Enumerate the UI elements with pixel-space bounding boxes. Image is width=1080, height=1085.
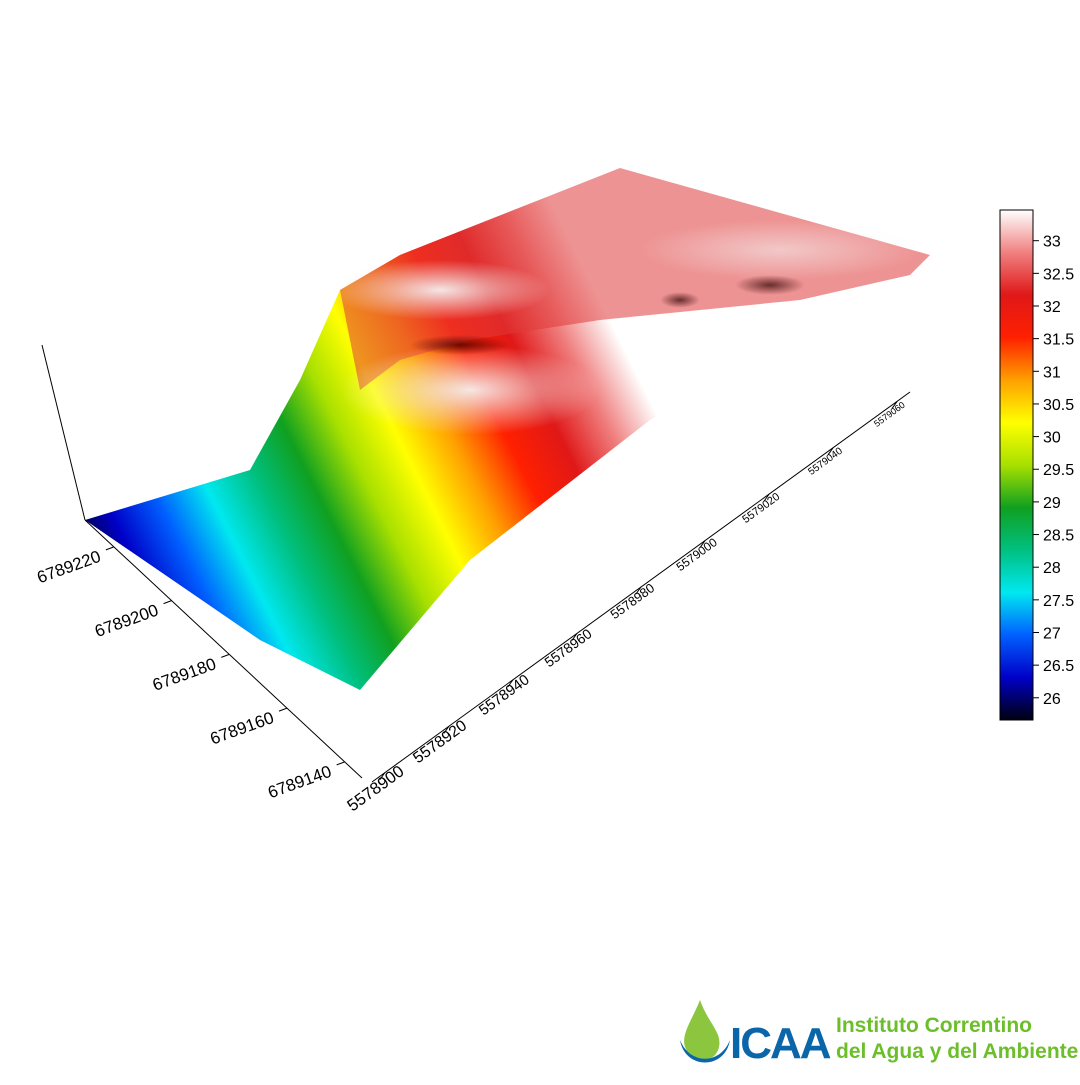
x-tick — [635, 586, 642, 595]
x-tick-label: 5579020 — [740, 491, 782, 526]
x-tick — [699, 540, 706, 548]
y-tick — [105, 546, 115, 551]
x-tick — [827, 447, 834, 456]
x-tick — [571, 633, 578, 641]
shadow — [410, 335, 510, 355]
colorbar-tick-label: 27.5 — [1043, 593, 1074, 610]
y-tick — [278, 707, 288, 712]
y-tick-label: 6789180 — [150, 654, 219, 694]
colorbar-tick-label: 30.5 — [1043, 397, 1074, 414]
x-tick — [507, 679, 514, 688]
highlight — [330, 260, 550, 320]
y-axis — [84, 519, 363, 779]
colorbar-tick-label: 32.5 — [1043, 266, 1074, 283]
y-tick — [336, 761, 345, 766]
colorbar — [999, 209, 1034, 721]
x-tick — [443, 725, 450, 734]
y-tick-label: 6789140 — [265, 762, 334, 802]
x-tick-label: 5578960 — [541, 625, 595, 670]
shadow — [735, 275, 805, 295]
logo-mark: ICAA — [730, 1019, 831, 1068]
x-tick-label: 5579000 — [674, 535, 720, 574]
y-tick — [221, 653, 230, 658]
surface — [85, 168, 930, 690]
x-tick — [379, 772, 386, 781]
colorbar-tick-label: 28.5 — [1043, 528, 1074, 545]
logo: ICAA Instituto Correntino del Agua y del… — [680, 1000, 1078, 1068]
x-tick-label: 5578920 — [410, 717, 470, 767]
colorbar-tick-label: 31 — [1043, 364, 1061, 381]
z-axis — [41, 344, 86, 521]
x-tick-label: 5579060 — [872, 400, 907, 429]
colorbar-tick-label: 26 — [1043, 691, 1061, 708]
shadow — [660, 292, 700, 308]
highlight — [340, 345, 600, 435]
colorbar-tick-label: 31.5 — [1043, 332, 1074, 349]
y-tick — [163, 600, 172, 605]
highlight — [640, 220, 920, 280]
colorbar-tick-label: 29.5 — [1043, 462, 1074, 479]
colorbar-tick-label: 27 — [1043, 625, 1061, 642]
x-tick-label: 5578940 — [476, 672, 532, 719]
x-tick — [891, 400, 898, 409]
logo-line: del Agua y del Ambiente — [836, 1040, 1078, 1063]
logo-line: Instituto Correntino — [836, 1014, 1032, 1037]
logo-wave — [680, 1040, 730, 1063]
logo-drop — [684, 1000, 720, 1061]
x-tick-label: 5578980 — [607, 580, 657, 622]
colorbar-tick-label: 29 — [1043, 495, 1061, 512]
colorbar-tick-label: 30 — [1043, 430, 1061, 447]
y-tick-label: 6789160 — [208, 708, 277, 748]
y-tick-label: 6789200 — [92, 601, 161, 641]
colorbar-tick-label: 33 — [1043, 234, 1061, 251]
y-tick-label: 6789220 — [35, 547, 104, 587]
x-tick — [763, 493, 770, 502]
colorbar-tick-label: 28 — [1043, 560, 1061, 577]
colorbar-tick-label: 26.5 — [1043, 658, 1074, 675]
x-tick-label: 5579040 — [806, 446, 845, 478]
colorbar-tick-label: 32 — [1043, 299, 1061, 316]
